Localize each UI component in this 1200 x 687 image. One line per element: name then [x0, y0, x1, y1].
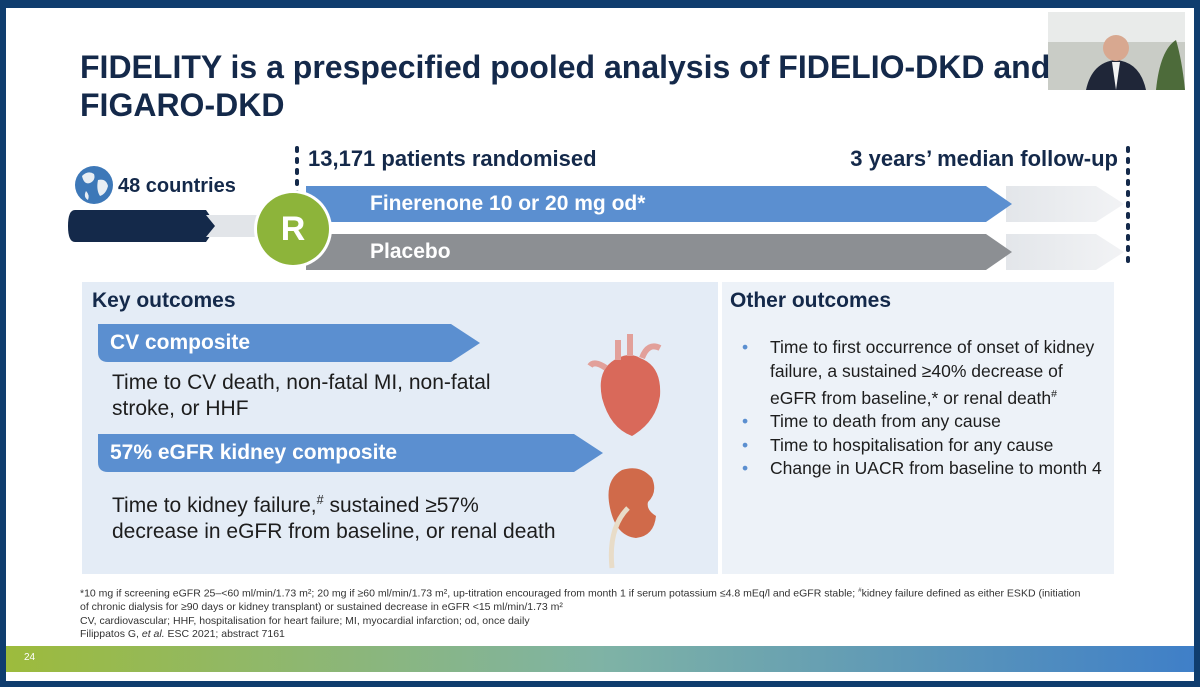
arm-label: Finerenone 10 or 20 mg od* — [370, 192, 646, 215]
other-outcomes-list: Time to first occurrence of onset of kid… — [730, 336, 1102, 481]
finerenone-arrow — [306, 186, 1012, 222]
outcome-banner — [98, 324, 480, 362]
bullet: Time to hospitalisation for any cause — [730, 434, 1102, 458]
superscript: # — [316, 493, 324, 507]
bullet: Time to death from any cause — [730, 410, 1102, 434]
text: ESC 2021; abstract 7161 — [164, 628, 285, 640]
screening-arrow — [68, 210, 217, 242]
heart-vessels — [587, 334, 662, 371]
section-heading: Key outcomes — [92, 289, 236, 312]
text: sustained ≥57% decrease in eGFR from bas… — [112, 494, 556, 543]
slide-title: FIDELITY is a prespecified pooled analys… — [80, 49, 1051, 123]
webcam-plant — [1156, 40, 1185, 90]
footnote-line: *10 mg if screening eGFR 25–<60 ml/min/1… — [80, 584, 1090, 615]
webcam-person-shirt — [1112, 62, 1120, 90]
heart-icon — [600, 355, 661, 436]
section-heading: Other outcomes — [730, 289, 892, 312]
text: Time to CV death, non-fatal MI, non-fata… — [112, 371, 491, 420]
footnote-line: CV, cardiovascular; HHF, hospitalisation… — [80, 615, 1090, 629]
placebo-arrow — [306, 234, 1012, 270]
webcam-person-head — [1103, 35, 1129, 61]
ureter — [608, 506, 630, 569]
text: Time to first occurrence of onset of kid… — [770, 337, 1095, 408]
text: *10 mg if screening eGFR 25–<60 ml/min/1… — [80, 587, 859, 600]
countries: 48 countries — [118, 175, 236, 197]
outcome-label: 57% eGFR kidney composite — [110, 441, 398, 464]
arm-arrow-tip — [1006, 234, 1124, 270]
globe-land — [82, 172, 108, 200]
arm-arrow-tip — [1006, 186, 1124, 222]
text: Filippatos G, — [80, 628, 142, 640]
text: Time to hospitalisation for any cause — [770, 434, 1054, 455]
follow-up: 3 years’ median follow-up — [850, 146, 1118, 171]
footer-bar — [6, 646, 1194, 672]
outcome-description: Time to CV death, non-fatal MI, non-fata… — [112, 370, 492, 422]
outcome-description: Time to kidney failure,# sustained ≥57% … — [112, 487, 562, 545]
text: # — [858, 587, 862, 594]
patients: 13,171 patients randomised — [308, 146, 597, 171]
footnote-line: Filippatos G, et al. ESC 2021; abstract … — [80, 628, 1090, 642]
footnotes: *10 mg if screening eGFR 25–<60 ml/min/1… — [80, 584, 1090, 642]
text: kidney failure defined as either ESKD (i… — [80, 587, 1081, 614]
slide: FIDELITY is a prespecified pooled analys… — [6, 8, 1194, 681]
arm-label: Placebo — [370, 240, 451, 263]
text: Time to kidney failure, — [112, 494, 317, 517]
superscript: # — [1051, 388, 1057, 400]
text: Time to death from any cause — [770, 411, 1001, 432]
text: CV, cardiovascular; HHF, hospitalisation… — [80, 614, 530, 627]
randomisation-label: R — [280, 210, 306, 248]
text: et al. — [141, 628, 165, 640]
outcome-label: CV composite — [110, 331, 251, 354]
outcome-banner — [98, 434, 603, 472]
bullet: Change in UACR from baseline to month 4 — [730, 457, 1102, 481]
text: Change in UACR from baseline to month 4 — [770, 458, 1102, 479]
bullet: Time to first occurrence of onset of kid… — [730, 336, 1102, 410]
page-number: 24 — [24, 652, 36, 663]
randomisation-circle — [257, 193, 329, 265]
